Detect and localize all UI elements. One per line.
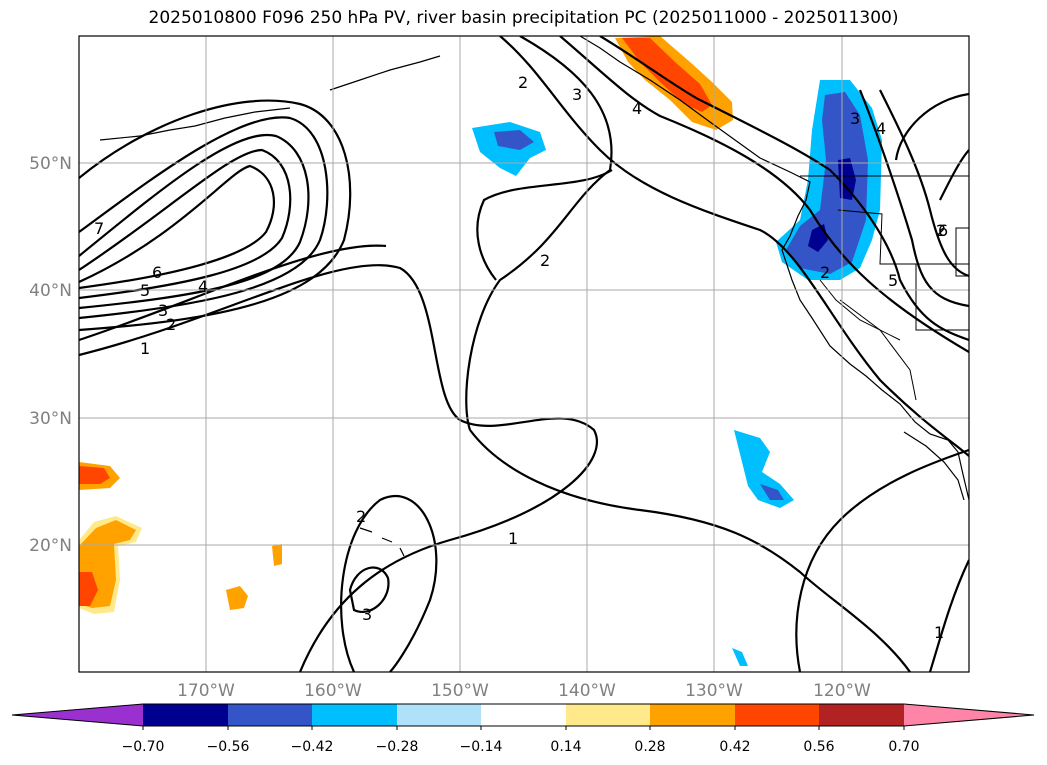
contour-label: 1 (140, 339, 150, 358)
colorbar-extend-min (12, 704, 143, 726)
contour-labels: 7 6 5 4 3 2 1 2 3 4 2 2 1 3 2 4 3 2 5 6 … (94, 73, 948, 642)
lat-tick: 40°N (29, 281, 72, 301)
contour-label: 1 (508, 529, 518, 548)
contour-label: 6 (152, 263, 162, 282)
colorbar-tick: 0.56 (803, 739, 834, 755)
precip-shading (79, 36, 882, 666)
contour-label: 3 (158, 301, 168, 320)
lat-tick: 30°N (29, 409, 72, 429)
contour-label: 2 (166, 315, 176, 334)
colorbar-tick: 0.28 (634, 739, 665, 755)
colorbar-tick: 0.14 (550, 739, 581, 755)
graticule (79, 36, 969, 672)
contour-label: 7 (94, 219, 104, 238)
contour-label: 2 (936, 221, 946, 240)
colorbar-segment (312, 704, 397, 726)
map-title: 2025010800 F096 250 hPa PV, river basin … (148, 8, 899, 28)
lat-axis: 50°N 40°N 30°N 20°N (29, 154, 72, 556)
colorbar-tick: −0.56 (207, 739, 250, 755)
colorbar-segment (566, 704, 650, 726)
lat-tick: 20°N (29, 536, 72, 556)
contour-label: 4 (876, 119, 886, 138)
colorbar-tick: −0.42 (291, 739, 334, 755)
contour-label: 3 (572, 85, 582, 104)
contour-label: 2 (356, 507, 366, 526)
colorbar-tick: −0.70 (122, 739, 165, 755)
colorbar-extend-max (904, 704, 1034, 726)
contour-label: 2 (820, 263, 830, 282)
colorbar-segment (650, 704, 735, 726)
colorbar-segment (735, 704, 819, 726)
map-plot-area: 7 6 5 4 3 2 1 2 3 4 2 2 1 3 2 4 3 2 5 6 … (79, 36, 969, 672)
contour-label: 5 (140, 281, 150, 300)
contour-label: 6 (938, 221, 948, 240)
colorbar-segment (481, 704, 566, 726)
lon-tick: 170°W (177, 681, 235, 701)
colorbar (11, 703, 1035, 730)
map-frame (78, 35, 970, 673)
contour-label: 1 (934, 623, 944, 642)
lon-axis: 170°W 160°W 150°W 140°W 130°W 120°W (177, 681, 871, 701)
contour-label: 3 (362, 605, 372, 624)
lon-tick: 140°W (558, 681, 616, 701)
contour-label: 2 (540, 251, 550, 270)
lon-tick: 130°W (685, 681, 743, 701)
colorbar-segment (228, 704, 312, 726)
pv-contours (79, 36, 969, 672)
colorbar-tick: 0.70 (888, 739, 919, 755)
contour-label: 4 (632, 99, 642, 118)
lon-tick: 160°W (304, 681, 362, 701)
contour-label: 3 (850, 109, 860, 128)
colorbar-tick: −0.28 (376, 739, 419, 755)
colorbar-segment (143, 704, 228, 726)
colorbar-segment (397, 704, 481, 726)
colorbar-ticks: −0.70 −0.56 −0.42 −0.28 −0.14 0.14 0.28 … (122, 739, 920, 755)
lon-tick: 120°W (813, 681, 871, 701)
contour-label: 4 (198, 277, 208, 296)
lon-tick: 150°W (431, 681, 489, 701)
contour-label: 5 (888, 271, 898, 290)
colorbar-segment (819, 704, 904, 726)
contour-label: 2 (518, 73, 528, 92)
colorbar-tick: 0.42 (719, 739, 750, 755)
colorbar-tick: −0.14 (460, 739, 503, 755)
lat-tick: 50°N (29, 154, 72, 174)
